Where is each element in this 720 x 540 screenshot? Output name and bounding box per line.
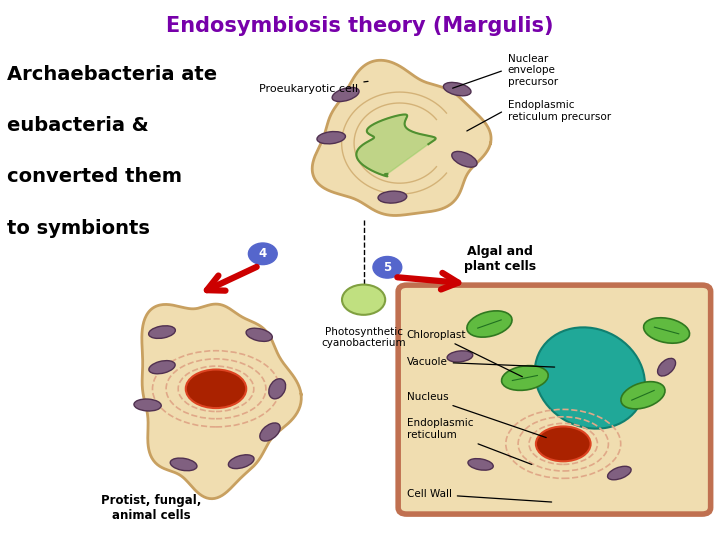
Ellipse shape xyxy=(536,427,590,461)
Ellipse shape xyxy=(444,83,471,96)
Text: Protist, fungal,
animal cells: Protist, fungal, animal cells xyxy=(101,494,202,522)
Ellipse shape xyxy=(317,132,346,144)
Text: eubacteria &: eubacteria & xyxy=(7,116,149,135)
Ellipse shape xyxy=(246,328,272,341)
Ellipse shape xyxy=(186,369,246,408)
Ellipse shape xyxy=(342,285,385,315)
Ellipse shape xyxy=(608,467,631,480)
Polygon shape xyxy=(312,60,491,215)
Polygon shape xyxy=(142,304,301,499)
Ellipse shape xyxy=(468,458,493,470)
Ellipse shape xyxy=(447,351,473,362)
Text: Nucleus: Nucleus xyxy=(407,392,546,437)
Text: Archaebacteria ate: Archaebacteria ate xyxy=(7,65,217,84)
Text: Algal and
plant cells: Algal and plant cells xyxy=(464,245,536,273)
Ellipse shape xyxy=(657,359,675,376)
Circle shape xyxy=(248,243,277,265)
Text: Cell Wall: Cell Wall xyxy=(407,489,552,502)
Ellipse shape xyxy=(260,423,280,441)
Ellipse shape xyxy=(170,458,197,471)
Ellipse shape xyxy=(332,87,359,102)
Ellipse shape xyxy=(378,191,407,203)
Text: Endoplasmic
reticulum: Endoplasmic reticulum xyxy=(407,418,532,464)
Text: 4: 4 xyxy=(258,247,267,260)
Text: Chloroplast: Chloroplast xyxy=(407,330,523,377)
Ellipse shape xyxy=(621,382,665,409)
Text: Photosynthetic
cyanobacterium: Photosynthetic cyanobacterium xyxy=(321,327,406,348)
Polygon shape xyxy=(356,114,436,177)
Text: Vacuole: Vacuole xyxy=(407,357,554,367)
Ellipse shape xyxy=(149,361,175,374)
Text: 5: 5 xyxy=(383,261,392,274)
Ellipse shape xyxy=(148,326,176,339)
Circle shape xyxy=(373,256,402,278)
Text: Proeukaryotic cell: Proeukaryotic cell xyxy=(259,82,368,94)
Ellipse shape xyxy=(451,151,477,167)
Text: to symbionts: to symbionts xyxy=(7,219,150,238)
Text: Nuclear
envelope
precursor: Nuclear envelope precursor xyxy=(508,53,558,87)
Text: Endoplasmic
reticulum precursor: Endoplasmic reticulum precursor xyxy=(508,100,611,122)
Ellipse shape xyxy=(644,318,690,343)
FancyBboxPatch shape xyxy=(398,285,711,514)
Text: converted them: converted them xyxy=(7,167,182,186)
Ellipse shape xyxy=(269,379,286,399)
Ellipse shape xyxy=(134,399,161,411)
Text: Endosymbiosis theory (Margulis): Endosymbiosis theory (Margulis) xyxy=(166,16,554,36)
Ellipse shape xyxy=(535,327,645,429)
Ellipse shape xyxy=(228,455,254,469)
Ellipse shape xyxy=(502,366,548,390)
Ellipse shape xyxy=(467,311,512,337)
